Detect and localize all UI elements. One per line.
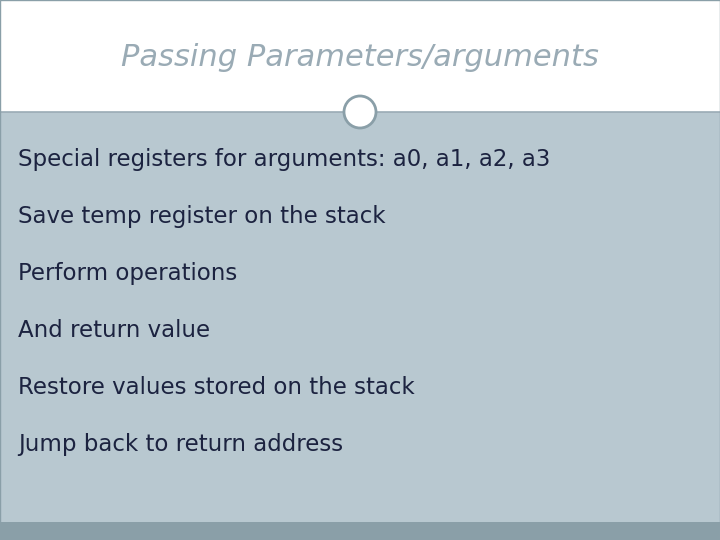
Circle shape xyxy=(344,96,376,128)
Text: Passing Parameters/arguments: Passing Parameters/arguments xyxy=(121,44,599,72)
Text: Special registers for arguments: a0, a1, a2, a3: Special registers for arguments: a0, a1,… xyxy=(18,148,550,171)
Text: Perform operations: Perform operations xyxy=(18,262,238,285)
Text: Jump back to return address: Jump back to return address xyxy=(18,433,343,456)
Text: And return value: And return value xyxy=(18,319,210,342)
Text: Restore values stored on the stack: Restore values stored on the stack xyxy=(18,376,415,399)
Bar xyxy=(0,0,720,112)
Text: Save temp register on the stack: Save temp register on the stack xyxy=(18,205,386,228)
Bar xyxy=(0,522,720,540)
Bar xyxy=(0,112,720,522)
